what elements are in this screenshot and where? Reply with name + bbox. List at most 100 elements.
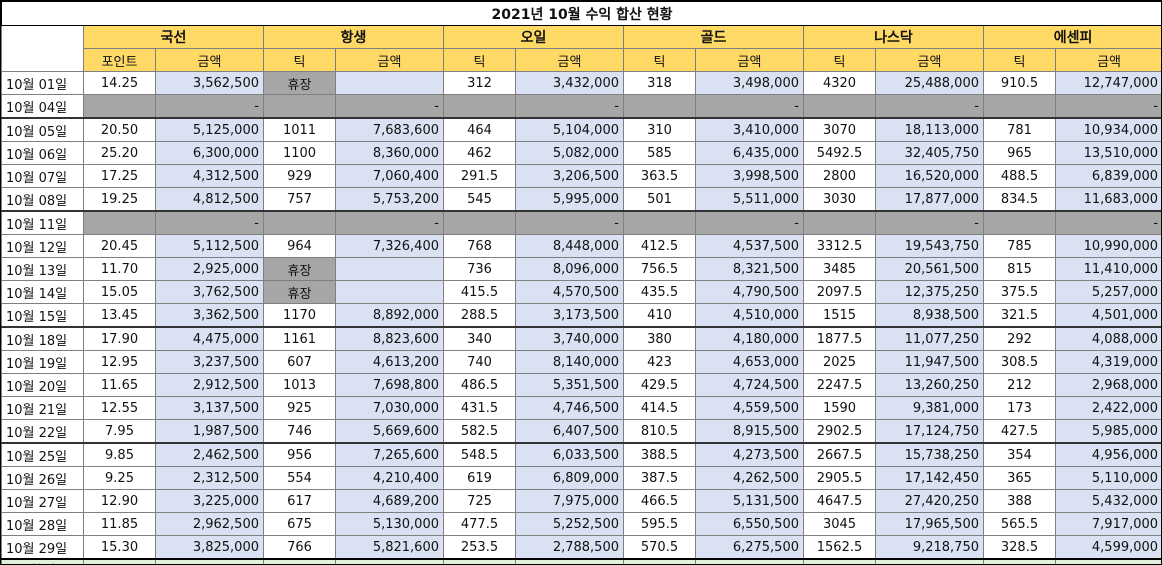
amount-cell[interactable]: 6,839,000: [1054, 164, 1161, 188]
date-cell[interactable]: 10월 06일: [1, 141, 84, 165]
tick-cell[interactable]: 3030: [803, 187, 876, 212]
tick-cell[interactable]: 7.95: [83, 419, 156, 444]
total-tick-cell[interactable]: 9174.5: [443, 558, 516, 564]
amount-cell[interactable]: 4,088,000: [1054, 326, 1161, 351]
amount-cell[interactable]: 7,698,800: [335, 373, 444, 397]
amount-cell[interactable]: 4,724,500: [695, 373, 804, 397]
sub-header[interactable]: 금액: [155, 48, 264, 72]
amount-cell[interactable]: -: [1054, 210, 1161, 235]
date-cell[interactable]: 10월 22일: [1, 419, 84, 444]
date-cell[interactable]: 10월 28일: [1, 512, 84, 536]
tick-cell[interactable]: 288.5: [443, 303, 516, 328]
amount-cell[interactable]: 8,096,000: [515, 257, 624, 281]
tick-cell[interactable]: 308.5: [983, 350, 1056, 374]
tick-cell[interactable]: 781: [983, 117, 1056, 142]
tick-cell[interactable]: 12.90: [83, 489, 156, 513]
group-header[interactable]: 에센피: [982, 25, 1161, 49]
tick-cell[interactable]: 13.45: [83, 303, 156, 328]
amount-cell[interactable]: 8,938,500: [875, 303, 984, 328]
tick-cell[interactable]: 387.5: [623, 466, 696, 490]
date-cell[interactable]: 10월 08일: [1, 187, 84, 212]
tick-cell[interactable]: 501: [623, 187, 696, 212]
date-cell[interactable]: 10월 26일: [1, 466, 84, 490]
amount-cell[interactable]: 3,410,000: [695, 117, 804, 142]
total-tick-cell[interactable]: 50,273: [803, 558, 876, 564]
tick-cell[interactable]: 1877.5: [803, 326, 876, 351]
date-cell[interactable]: 10월 01일: [1, 71, 84, 95]
sub-header[interactable]: 금액: [875, 48, 984, 72]
tick-cell[interactable]: 1170: [263, 303, 336, 328]
tick-cell[interactable]: 2800: [803, 164, 876, 188]
tick-cell[interactable]: 429.5: [623, 373, 696, 397]
amount-cell[interactable]: 3,206,500: [515, 164, 624, 188]
tick-cell[interactable]: 15.30: [83, 535, 156, 560]
tick-cell[interactable]: [623, 210, 696, 235]
amount-cell[interactable]: 2,925,000: [155, 257, 264, 281]
group-header[interactable]: 나스닥: [803, 25, 984, 49]
amount-cell[interactable]: 4,510,000: [695, 303, 804, 328]
amount-cell[interactable]: 8,915,500: [695, 419, 804, 444]
amount-cell[interactable]: 3,740,000: [515, 326, 624, 351]
tick-cell[interactable]: 570.5: [623, 535, 696, 560]
date-cell[interactable]: 10월 14일: [1, 280, 84, 304]
tick-cell[interactable]: [803, 94, 876, 119]
tick-cell[interactable]: 388.5: [623, 442, 696, 467]
amount-cell[interactable]: 20,561,500: [875, 257, 984, 281]
amount-cell[interactable]: 5,821,600: [335, 535, 444, 560]
tick-cell[interactable]: 354: [983, 442, 1056, 467]
amount-cell[interactable]: 3,137,500: [155, 396, 264, 420]
sub-header[interactable]: 포인트: [83, 48, 156, 72]
amount-cell[interactable]: 16,520,000: [875, 164, 984, 188]
date-cell[interactable]: 10월 07일: [1, 164, 84, 188]
tick-cell[interactable]: 415.5: [443, 280, 516, 304]
tick-cell[interactable]: 1562.5: [803, 535, 876, 560]
tick-cell[interactable]: 617: [263, 489, 336, 513]
tick-cell[interactable]: 340: [443, 326, 516, 351]
date-cell[interactable]: 10월 29일: [1, 535, 84, 560]
sheet-title[interactable]: 2021년 10월 수익 합산 현황: [1, 1, 1161, 26]
amount-cell[interactable]: 5,252,500: [515, 512, 624, 536]
amount-cell[interactable]: 1,987,500: [155, 419, 264, 444]
tick-cell[interactable]: 12.55: [83, 396, 156, 420]
tick-cell[interactable]: 15.05: [83, 280, 156, 304]
amount-cell[interactable]: 5,753,200: [335, 187, 444, 212]
tick-cell[interactable]: 964: [263, 234, 336, 258]
group-header[interactable]: 국선: [83, 25, 264, 49]
amount-cell[interactable]: 4,812,500: [155, 187, 264, 212]
amount-cell[interactable]: 4,501,000: [1054, 303, 1161, 328]
tick-cell[interactable]: 3070: [803, 117, 876, 142]
amount-cell[interactable]: 17,142,450: [875, 466, 984, 490]
tick-cell[interactable]: 740: [443, 350, 516, 374]
tick-cell[interactable]: 1161: [263, 326, 336, 351]
tick-cell[interactable]: 545: [443, 187, 516, 212]
amount-cell[interactable]: [335, 280, 444, 304]
amount-cell[interactable]: 7,265,600: [335, 442, 444, 467]
date-cell[interactable]: 10월 18일: [1, 326, 84, 351]
tick-cell[interactable]: 375.5: [983, 280, 1056, 304]
total-amount-cell[interactable]: 72,820,000: [695, 558, 804, 564]
amount-cell[interactable]: 13,260,250: [875, 373, 984, 397]
amount-cell[interactable]: 5,257,000: [1054, 280, 1161, 304]
amount-cell[interactable]: 4,570,500: [515, 280, 624, 304]
amount-cell[interactable]: 10,990,000: [1054, 234, 1161, 258]
amount-cell[interactable]: 4,180,000: [695, 326, 804, 351]
amount-cell[interactable]: 4,956,000: [1054, 442, 1161, 467]
sub-header[interactable]: 틱: [443, 48, 516, 72]
amount-cell[interactable]: 5,130,000: [335, 512, 444, 536]
date-cell[interactable]: 10월 25일: [1, 442, 84, 467]
amount-cell[interactable]: 4,613,200: [335, 350, 444, 374]
amount-cell[interactable]: 7,917,000: [1054, 512, 1161, 536]
tick-cell[interactable]: 363.5: [623, 164, 696, 188]
tick-cell[interactable]: 956: [263, 442, 336, 467]
tick-cell[interactable]: 925: [263, 396, 336, 420]
date-cell[interactable]: 10월 13일: [1, 257, 84, 281]
tick-cell[interactable]: 253.5: [443, 535, 516, 560]
amount-cell[interactable]: 3,432,000: [515, 71, 624, 95]
tick-cell[interactable]: [263, 94, 336, 119]
amount-cell[interactable]: 8,360,000: [335, 141, 444, 165]
tick-cell[interactable]: 815: [983, 257, 1056, 281]
amount-cell[interactable]: 8,823,600: [335, 326, 444, 351]
tick-cell[interactable]: 585: [623, 141, 696, 165]
amount-cell[interactable]: 5,432,000: [1054, 489, 1161, 513]
amount-cell[interactable]: 11,683,000: [1054, 187, 1161, 212]
